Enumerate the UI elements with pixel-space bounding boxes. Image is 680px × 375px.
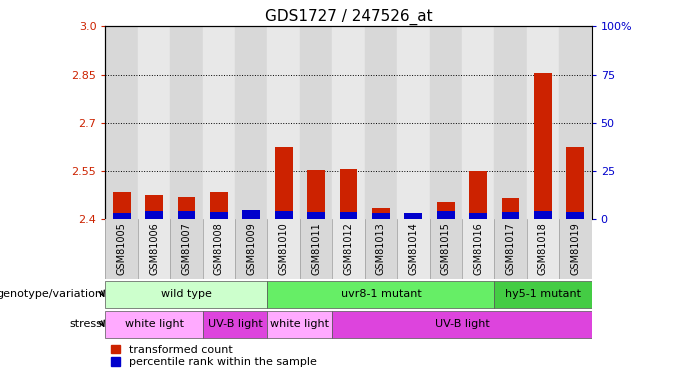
- Bar: [339, 169, 358, 219]
- Bar: [145, 211, 163, 219]
- Bar: [372, 213, 390, 219]
- Text: GSM81009: GSM81009: [246, 222, 256, 275]
- Title: GDS1727 / 247526_at: GDS1727 / 247526_at: [265, 9, 432, 25]
- Bar: [113, 213, 131, 219]
- Bar: [203, 219, 235, 279]
- Bar: [203, 311, 267, 338]
- Bar: [534, 73, 552, 219]
- Text: hy5-1 mutant: hy5-1 mutant: [505, 290, 581, 299]
- Bar: [469, 171, 487, 219]
- Bar: [267, 311, 333, 338]
- Text: uvr8-1 mutant: uvr8-1 mutant: [341, 290, 422, 299]
- Bar: [364, 219, 397, 279]
- Text: GSM81014: GSM81014: [408, 222, 418, 275]
- Bar: [145, 195, 163, 219]
- Text: GSM81015: GSM81015: [441, 222, 451, 275]
- Bar: [138, 219, 170, 279]
- Bar: [235, 219, 267, 279]
- Bar: [559, 219, 592, 279]
- Bar: [502, 198, 520, 219]
- Text: GSM81007: GSM81007: [182, 222, 192, 275]
- Bar: [502, 212, 520, 219]
- Text: GSM81013: GSM81013: [376, 222, 386, 275]
- Bar: [235, 26, 267, 219]
- Bar: [469, 213, 487, 219]
- Bar: [138, 26, 170, 219]
- Bar: [113, 192, 131, 219]
- Text: white light: white light: [271, 320, 329, 329]
- Text: GSM81011: GSM81011: [311, 222, 321, 275]
- Bar: [372, 208, 390, 219]
- Bar: [177, 211, 195, 219]
- Bar: [333, 26, 364, 219]
- Bar: [566, 212, 584, 219]
- Text: GSM81005: GSM81005: [116, 222, 126, 275]
- Bar: [267, 26, 300, 219]
- Text: genotype/variation: genotype/variation: [0, 290, 102, 299]
- Bar: [527, 219, 559, 279]
- Bar: [339, 212, 358, 219]
- Text: GSM81019: GSM81019: [571, 222, 581, 275]
- Bar: [405, 215, 422, 219]
- Bar: [210, 192, 228, 219]
- Bar: [462, 219, 494, 279]
- Bar: [203, 26, 235, 219]
- Bar: [430, 26, 462, 219]
- Bar: [275, 211, 292, 219]
- Bar: [494, 26, 527, 219]
- Text: GSM81018: GSM81018: [538, 222, 548, 275]
- Bar: [170, 26, 203, 219]
- Bar: [405, 213, 422, 219]
- Bar: [333, 311, 592, 338]
- Bar: [397, 219, 430, 279]
- Bar: [177, 198, 195, 219]
- Text: GSM81008: GSM81008: [214, 222, 224, 275]
- Text: GSM81010: GSM81010: [279, 222, 289, 275]
- Bar: [566, 147, 584, 219]
- Bar: [300, 26, 333, 219]
- Bar: [437, 211, 455, 219]
- Bar: [267, 281, 494, 308]
- Text: GSM81017: GSM81017: [505, 222, 515, 275]
- Bar: [307, 212, 325, 219]
- Bar: [527, 26, 559, 219]
- Bar: [494, 281, 592, 308]
- Bar: [105, 219, 138, 279]
- Bar: [430, 219, 462, 279]
- Text: GSM81006: GSM81006: [149, 222, 159, 275]
- Text: GSM81012: GSM81012: [343, 222, 354, 275]
- Bar: [242, 218, 260, 219]
- Bar: [267, 219, 300, 279]
- Bar: [105, 26, 138, 219]
- Bar: [170, 219, 203, 279]
- Bar: [105, 281, 267, 308]
- Bar: [559, 26, 592, 219]
- Bar: [105, 311, 203, 338]
- Bar: [364, 26, 397, 219]
- Text: wild type: wild type: [161, 290, 212, 299]
- Bar: [333, 219, 364, 279]
- Bar: [437, 202, 455, 219]
- Text: UV-B light: UV-B light: [207, 320, 262, 329]
- Text: white light: white light: [124, 320, 184, 329]
- Bar: [210, 212, 228, 219]
- Bar: [275, 147, 292, 219]
- Text: stress: stress: [69, 320, 102, 329]
- Legend: transformed count, percentile rank within the sample: transformed count, percentile rank withi…: [111, 345, 317, 368]
- Bar: [300, 219, 333, 279]
- Bar: [494, 219, 527, 279]
- Text: UV-B light: UV-B light: [435, 320, 490, 329]
- Bar: [242, 210, 260, 219]
- Bar: [307, 171, 325, 219]
- Bar: [397, 26, 430, 219]
- Bar: [462, 26, 494, 219]
- Bar: [534, 211, 552, 219]
- Text: GSM81016: GSM81016: [473, 222, 483, 275]
